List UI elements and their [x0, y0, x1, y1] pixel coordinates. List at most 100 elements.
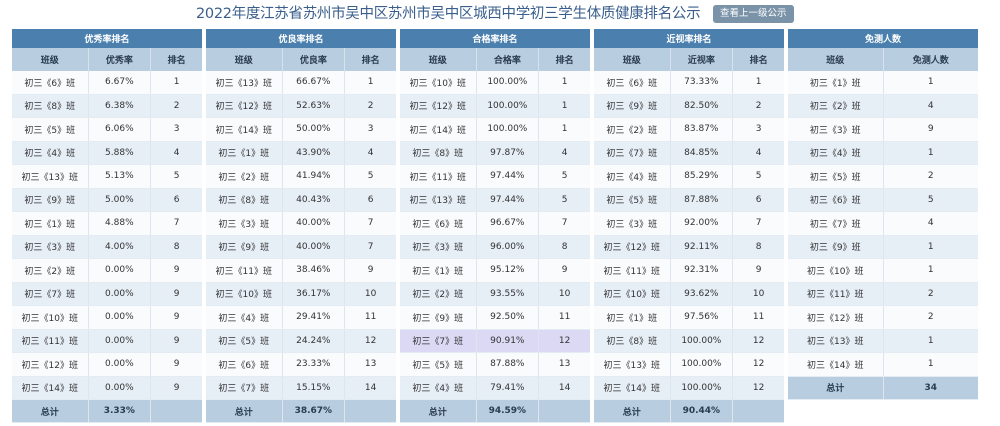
- table-cell: 5: [883, 188, 978, 212]
- total-cell: 总计: [12, 399, 89, 423]
- total-cell: [150, 399, 202, 423]
- panel-title: 近视率排名: [594, 29, 784, 48]
- myopia-rate-panel: 近视率排名 班级 近视率 排名 初三《6》班 73.33% 1 初三《9》班 82.50% 2 初三…: [594, 29, 784, 423]
- table-row: 初三《3》班 96.00% 8: [400, 235, 590, 259]
- table-cell: 0.00%: [88, 258, 152, 283]
- table-cell: 90.91%: [476, 329, 540, 353]
- table-cell: 85.29%: [670, 164, 734, 189]
- total-cell: 总计: [400, 399, 477, 423]
- table-cell: 97.44%: [476, 188, 540, 212]
- column-header: 排名: [344, 48, 396, 71]
- table-cell: 初三《8》班: [400, 141, 477, 165]
- table-cell: 初三《2》班: [12, 258, 89, 283]
- table-cell: 83.87%: [670, 117, 734, 142]
- table-cell: 5.00%: [88, 188, 152, 212]
- table-cell: 29.41%: [282, 305, 346, 330]
- table-cell: 初三《11》班: [12, 329, 89, 353]
- table-cell: 初三《6》班: [594, 71, 671, 95]
- table-cell: 初三《8》班: [12, 94, 89, 118]
- table-row: 初三《14》班 100.00% 1: [400, 117, 590, 142]
- table-cell: 0.00%: [88, 352, 152, 377]
- table-cell: 82.50%: [670, 94, 734, 118]
- table-cell: 50.00%: [282, 117, 346, 142]
- table-cell: 13: [344, 352, 396, 377]
- table-row: 初三《4》班 85.29% 5: [594, 164, 784, 189]
- table-cell: 初三《2》班: [788, 94, 884, 118]
- excellent-rate-panel: 优秀率排名 班级 优秀率 排名 初三《6》班 6.67% 1 初三《8》班 6.38% 2 初三《5…: [12, 29, 202, 423]
- table-cell: 9: [150, 282, 202, 306]
- table-cell: 1: [883, 71, 978, 95]
- table-cell: 0.00%: [88, 376, 152, 400]
- table-row: 初三《8》班 97.87% 4: [400, 141, 590, 165]
- table-cell: 4: [538, 141, 590, 165]
- column-header: 排名: [538, 48, 590, 71]
- table-cell: 7: [538, 211, 590, 236]
- table-cell: 4.00%: [88, 235, 152, 259]
- table-cell: 4.88%: [88, 211, 152, 236]
- total-row: 总计 90.44%: [594, 399, 784, 423]
- table-row: 初三《7》班 4: [788, 211, 978, 236]
- table-row: 初三《4》班 79.41% 14: [400, 376, 590, 400]
- panel-title-row: 优良率排名: [206, 29, 396, 48]
- table-cell: 4: [883, 211, 978, 236]
- table-cell: 初三《4》班: [400, 376, 477, 400]
- table-row: 初三《9》班 82.50% 2: [594, 94, 784, 118]
- table-cell: 7: [344, 211, 396, 236]
- table-cell: 6.67%: [88, 71, 152, 95]
- table-cell: 初三《1》班: [788, 71, 884, 95]
- table-cell: 初三《11》班: [594, 258, 671, 283]
- table-cell: 9: [150, 305, 202, 330]
- table-row: 初三《14》班 1: [788, 352, 978, 377]
- table-row: 初三《5》班 24.24% 12: [206, 329, 396, 353]
- table-cell: 43.90%: [282, 141, 346, 165]
- table-cell: 96.67%: [476, 211, 540, 236]
- table-row: 初三《2》班 41.94% 5: [206, 164, 396, 189]
- table-cell: 初三《1》班: [594, 305, 671, 330]
- table-cell: 4: [344, 141, 396, 165]
- table-cell: 初三《4》班: [788, 141, 884, 165]
- table-cell: 7: [344, 235, 396, 259]
- exempt-count-table: 免测人数 班级 免测人数 初三《1》班 1 初三《2》班 4 初三《3》班 9 初三《4》班 1 初三…: [788, 29, 978, 400]
- table-cell: 10: [732, 282, 784, 306]
- table-cell: 41.94%: [282, 164, 346, 189]
- table-row: 初三《10》班 0.00% 9: [12, 305, 202, 330]
- table-row: 初三《8》班 40.43% 6: [206, 188, 396, 212]
- table-cell: 初三《6》班: [206, 352, 283, 377]
- table-cell: 初三《12》班: [206, 94, 283, 118]
- table-cell: 初三《13》班: [788, 329, 884, 353]
- table-cell: 6: [344, 188, 396, 212]
- table-row: 初三《1》班 97.56% 11: [594, 305, 784, 330]
- view-parent-announcement-button[interactable]: 查看上一级公示: [713, 5, 794, 23]
- myopia-rate-table: 近视率排名 班级 近视率 排名 初三《6》班 73.33% 1 初三《9》班 82.50% 2 初三…: [594, 29, 784, 423]
- table-cell: 5: [150, 164, 202, 189]
- table-cell: 初三《11》班: [400, 164, 477, 189]
- table-cell: 初三《8》班: [594, 329, 671, 353]
- column-header-row: 班级 免测人数: [788, 48, 978, 71]
- table-cell: 2: [150, 94, 202, 118]
- table-cell: 初三《4》班: [12, 141, 89, 165]
- table-cell: 0.00%: [88, 305, 152, 330]
- table-cell: 初三《3》班: [12, 235, 89, 259]
- table-row: 初三《7》班 15.15% 14: [206, 376, 396, 400]
- exempt-count-panel: 免测人数 班级 免测人数 初三《1》班 1 初三《2》班 4 初三《3》班 9 初三《4》班 1 初三…: [788, 29, 978, 400]
- table-cell: 9: [150, 352, 202, 377]
- table-row: 初三《10》班 1: [788, 258, 978, 283]
- table-cell: 1: [150, 71, 202, 95]
- table-row: 初三《2》班 83.87% 3: [594, 117, 784, 142]
- table-cell: 3: [150, 117, 202, 142]
- table-cell: 79.41%: [476, 376, 540, 400]
- panel-title-row: 优秀率排名: [12, 29, 202, 48]
- total-cell: [344, 399, 396, 423]
- table-row: 初三《5》班 87.88% 6: [594, 188, 784, 212]
- table-cell: 初三《6》班: [400, 211, 477, 236]
- table-cell: 87.88%: [670, 188, 734, 212]
- table-row: 初三《1》班 4.88% 7: [12, 211, 202, 236]
- table-row: 初三《5》班 87.88% 13: [400, 352, 590, 377]
- table-cell: 1: [883, 352, 978, 377]
- table-cell: 2: [344, 94, 396, 118]
- table-cell: 11: [344, 305, 396, 330]
- table-cell: 初三《14》班: [12, 376, 89, 400]
- table-cell: 66.67%: [282, 71, 346, 95]
- table-cell: 初三《12》班: [594, 235, 671, 259]
- table-cell: 初三《14》班: [400, 117, 477, 142]
